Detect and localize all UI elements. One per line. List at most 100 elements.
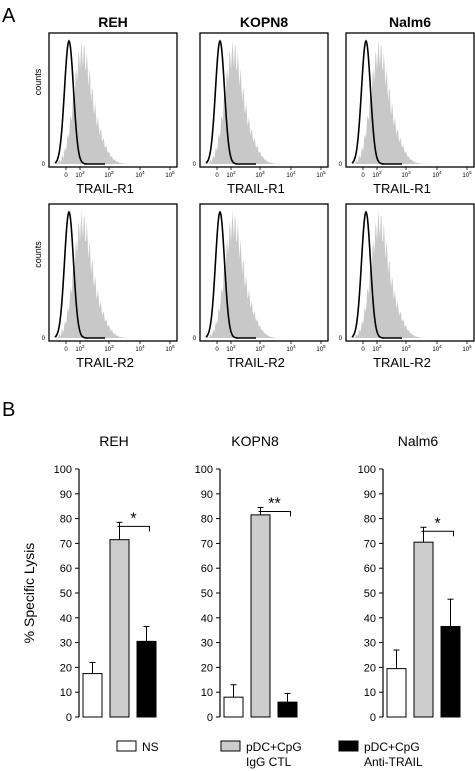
x-tick-exponent: 5: [469, 344, 472, 349]
bar: [250, 514, 271, 718]
y-tick-label: 80: [60, 514, 72, 526]
histogram-stained-fill: [204, 39, 294, 165]
x-tick-exponent: 3: [262, 344, 265, 349]
x-axis-label: TRAIL-R1: [227, 181, 285, 196]
x-tick-exponent: 4: [142, 170, 145, 175]
x-axis-label: TRAIL-R2: [373, 355, 431, 370]
y-tick-label: 100: [54, 464, 72, 476]
x-tick-exponent: 4: [142, 344, 145, 349]
y-tick-zero: 0: [193, 336, 197, 342]
x-tick-label: 102: [226, 170, 236, 179]
x-tick-exponent: 5: [172, 170, 175, 175]
histogram-title: REH: [98, 14, 128, 30]
histogram-title: Nalm6: [389, 14, 431, 30]
legend-swatch: [220, 740, 241, 752]
y-tick-zero: 0: [42, 336, 46, 342]
x-tick-exponent: 2: [233, 344, 236, 349]
x-tick-label: 0: [361, 173, 365, 179]
x-tick-label: 104: [286, 170, 296, 179]
x-tick-exponent: 3: [111, 344, 114, 349]
bar: [413, 541, 434, 718]
x-tick-exponent: 2: [233, 170, 236, 175]
x-tick-label: 104: [135, 344, 145, 353]
x-tick-label: 105: [165, 344, 175, 353]
y-tick-label: 80: [201, 514, 213, 526]
x-axis-label: TRAIL-R1: [373, 181, 431, 196]
y-tick-label: 60: [364, 563, 376, 575]
x-tick-exponent: 3: [111, 170, 114, 175]
x-tick-exponent: 2: [379, 170, 382, 175]
y-tick-label: 50: [364, 588, 376, 600]
legend-swatch: [116, 740, 137, 752]
significance-marker: **: [268, 495, 280, 512]
histogram-4: 0 0 102 103 104 105 TRAIL-R2 counts: [33, 203, 178, 370]
x-tick-exponent: 5: [323, 170, 326, 175]
y-tick-label: 40: [60, 613, 72, 625]
significance-marker: *: [130, 510, 136, 527]
histogram-isotype-line: [54, 39, 105, 165]
y-tick-label: 30: [60, 638, 72, 650]
legend-item-1: NS: [116, 740, 159, 754]
histogram-stained-fill: [53, 39, 143, 165]
histogram-stained-fill: [53, 210, 143, 338]
x-tick-label: 103: [255, 344, 265, 353]
x-tick-exponent: 3: [408, 170, 411, 175]
significance-marker: *: [434, 515, 440, 532]
histogram-frame: [48, 203, 178, 342]
histogram-frame: [345, 32, 475, 168]
histogram-stained-fill: [350, 210, 440, 338]
y-tick-label: 60: [60, 563, 72, 575]
y-axis-label: counts: [33, 68, 43, 95]
x-tick-label: 0: [361, 347, 365, 353]
y-tick-label: 90: [201, 489, 213, 501]
bar: [386, 668, 407, 718]
x-tick-label: 103: [401, 344, 411, 353]
y-tick-label: 10: [60, 687, 72, 699]
y-tick-label: 50: [60, 588, 72, 600]
x-tick-label: 0: [64, 173, 68, 179]
x-tick-label: 0: [215, 347, 219, 353]
x-tick-label: 105: [462, 344, 472, 353]
bar: [136, 640, 157, 718]
y-tick-label: 70: [201, 538, 213, 550]
histogram-isotype-line: [205, 210, 256, 339]
x-tick-label: 105: [165, 170, 175, 179]
x-tick-label: 103: [401, 170, 411, 179]
y-tick-label: 90: [364, 489, 376, 501]
y-tick-label: 50: [201, 588, 213, 600]
bar-chart-3: Nalm6 0 10 20 30 40 50 60 70 80 90 100 *: [358, 433, 461, 724]
y-tick-label: 10: [201, 687, 213, 699]
y-tick-label: 60: [201, 563, 213, 575]
histogram-stained-fill: [204, 210, 294, 338]
x-tick-exponent: 5: [172, 344, 175, 349]
histogram-6: 0 0 102 103 104 105 TRAIL-R2: [339, 203, 475, 370]
x-tick-label: 0: [64, 347, 68, 353]
panel-a: REH 0 0 102 103 104 105 TRAIL-R1 counts KOPN8 0 0 10…: [33, 14, 475, 370]
histogram-isotype-line: [351, 39, 402, 165]
significance-bracket: [258, 510, 291, 517]
x-tick-label: 103: [255, 170, 265, 179]
histogram-1: REH 0 0 102 103 104 105 TRAIL-R1 counts: [33, 14, 178, 196]
y-axis-label: counts: [33, 241, 43, 268]
x-tick-exponent: 2: [82, 344, 85, 349]
y-tick-label: 40: [364, 613, 376, 625]
histogram-isotype-line: [54, 210, 105, 339]
bar: [82, 673, 103, 718]
x-tick-label: 104: [286, 344, 296, 353]
x-tick-exponent: 4: [293, 170, 296, 175]
histogram-title: KOPN8: [240, 14, 288, 30]
y-tick-label: 90: [60, 489, 72, 501]
histogram-isotype-line: [205, 39, 256, 165]
y-tick-label: 100: [195, 464, 213, 476]
bar-chart-1: REH 0 10 20 30 40 50 60 70 80 90 100 * % Specific Lys…: [21, 433, 157, 724]
x-tick-label: 102: [372, 170, 382, 179]
x-tick-exponent: 2: [379, 344, 382, 349]
legend-label: NS: [142, 740, 159, 754]
x-tick-exponent: 3: [408, 344, 411, 349]
x-tick-label: 102: [226, 344, 236, 353]
x-tick-exponent: 4: [439, 344, 442, 349]
bar: [440, 625, 461, 718]
